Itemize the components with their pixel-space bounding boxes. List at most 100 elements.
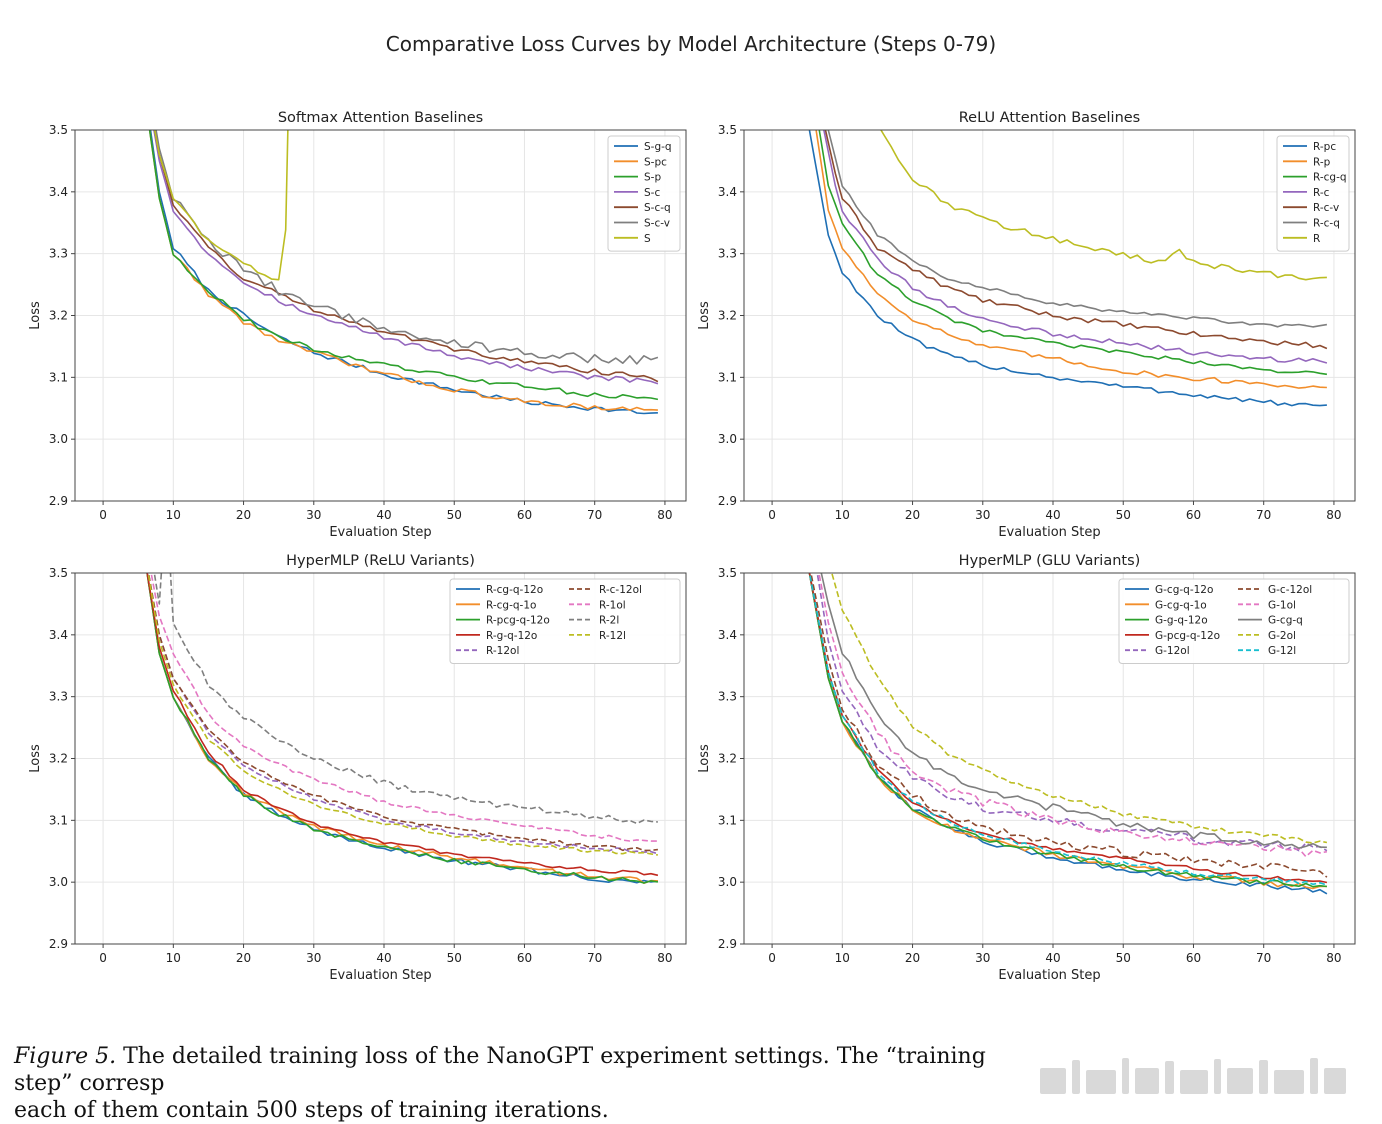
x-tick-label: 80 [1326,951,1341,965]
y-tick-label: 2.9 [49,494,68,508]
y-tick-label: 3.0 [718,875,737,889]
legend-label: R-cg-q-1o [486,599,536,611]
x-tick-label: 10 [835,508,850,522]
chart-panel-1: 0 10 20 30 40 50 60 70 80 2.9 3.0 3.1 3.2 3.3 3.4 3.5 So… [28,110,687,540]
chart-title: ReLU Attention Baselines [959,110,1140,126]
legend-label: R [1313,233,1320,245]
x-tick-label: 70 [1256,508,1271,522]
legend-label: S-c-v [644,218,670,230]
y-axis-label: Loss [697,301,712,330]
series-line-G-cg-q [820,573,1327,850]
y-tick-label: 3.1 [49,370,68,384]
series-line-R-p [815,130,1327,389]
y-tick-label: 2.9 [49,937,68,951]
y-tick-label: 3.0 [718,432,737,446]
series-line-R-g-q-12o [146,573,659,877]
x-tick-label: 10 [166,951,181,965]
x-tick-label: 10 [835,951,850,965]
y-tick-label: 3.4 [718,628,737,642]
legend-label: G-2ol [1268,630,1296,642]
chart-panel-3: 0 10 20 30 40 50 60 70 80 2.9 3.0 3.1 3.2 3.3 3.4 3.5 Hy… [28,553,687,983]
x-tick-label: 60 [517,508,532,522]
legend-label: G-cg-q [1268,615,1303,627]
x-tick-label: 60 [517,951,532,965]
legend-label: R-cg-q-12o [486,584,543,596]
series-line-R-c [823,130,1328,364]
series-lines [146,573,659,885]
x-tick-label: 40 [376,508,391,522]
y-axis-label: Loss [28,744,43,773]
y-tick-label: 3.2 [718,752,737,766]
legend-label: R-c-v [1313,202,1339,214]
x-tick-label: 50 [447,951,462,965]
legend-label: S [644,233,651,245]
x-tick-label: 80 [657,508,672,522]
x-tick-label: 30 [306,508,321,522]
x-tick-label: 10 [166,508,181,522]
x-tick-label: 20 [236,508,251,522]
y-tick-label: 3.5 [49,123,68,137]
series-line-R-pcg-q-12o [146,573,659,884]
y-tick-label: 3.2 [718,309,737,323]
legend-label: S-pc [644,156,667,168]
x-axis-label: Evaluation Step [329,525,431,540]
legend-label: S-c-q [644,202,671,214]
series-line-R-c-v [824,130,1328,350]
x-tick-label: 30 [975,951,990,965]
y-tick-label: 3.5 [718,566,737,580]
series-line-G-2ol [830,573,1328,844]
legend-label: R-1ol [599,599,626,611]
legend-label: G-g-q-12o [1155,615,1208,627]
series-line-R-c-12ol [147,573,658,852]
y-tick-label: 3.4 [718,185,737,199]
legend-label: S-g-q [644,141,672,153]
x-tick-label: 0 [99,508,107,522]
series-lines [148,130,659,415]
x-tick-label: 80 [657,951,672,965]
series-line-R-12ol [147,573,659,855]
legend-label: G-c-12ol [1268,584,1312,596]
series-line-R-1ol [150,573,658,842]
series-lines [808,573,1328,895]
series-line-G-1ol [818,573,1328,858]
legend-label: R-c [1313,187,1330,199]
x-axis-label: Evaluation Step [329,968,431,983]
y-axis-label: Loss [697,744,712,773]
y-tick-label: 3.3 [718,690,737,704]
y-tick-label: 3.0 [49,432,68,446]
chart-panel-2: 0 10 20 30 40 50 60 70 80 2.9 3.0 3.1 3.2 3.3 3.4 3.5 Re… [697,110,1356,540]
y-tick-label: 3.5 [718,123,737,137]
x-tick-label: 30 [306,951,321,965]
y-tick-label: 3.5 [49,566,68,580]
y-tick-label: 2.9 [718,937,737,951]
x-tick-label: 60 [1186,508,1201,522]
caption-line-2: each of them contain 500 steps of traini… [14,1098,609,1123]
y-tick-label: 3.2 [49,752,68,766]
y-tick-label: 2.9 [718,494,737,508]
x-tick-label: 0 [768,951,776,965]
legend-label: G-12ol [1155,645,1190,657]
series-line-R-2l [153,573,658,825]
figure-caption: Figure 5. The detailed training loss of … [14,1043,1044,1124]
y-tick-label: 3.4 [49,185,68,199]
y-tick-label: 3.3 [49,690,68,704]
y-tick-label: 3.2 [49,309,68,323]
caption-label: Figure 5. [14,1044,117,1069]
x-axis-label: Evaluation Step [998,968,1100,983]
x-tick-label: 20 [905,951,920,965]
redacted-text-overlay [1040,1054,1370,1094]
x-tick-label: 60 [1186,951,1201,965]
x-tick-label: 70 [587,508,602,522]
legend-label: S-p [644,172,661,184]
y-axis-label: Loss [28,301,43,330]
series-line-S-c [153,130,659,385]
series-line-R-12l [147,573,659,856]
x-tick-label: 80 [1326,508,1341,522]
legend-label: G-cg-q-1o [1155,599,1207,611]
series-line-S-c-q [153,130,659,383]
series-line-G-g-q-12o [808,573,1327,888]
legend-label: G-pcg-q-12o [1155,630,1220,642]
x-tick-label: 20 [236,951,251,965]
x-tick-label: 30 [975,508,990,522]
y-tick-label: 3.1 [718,370,737,384]
